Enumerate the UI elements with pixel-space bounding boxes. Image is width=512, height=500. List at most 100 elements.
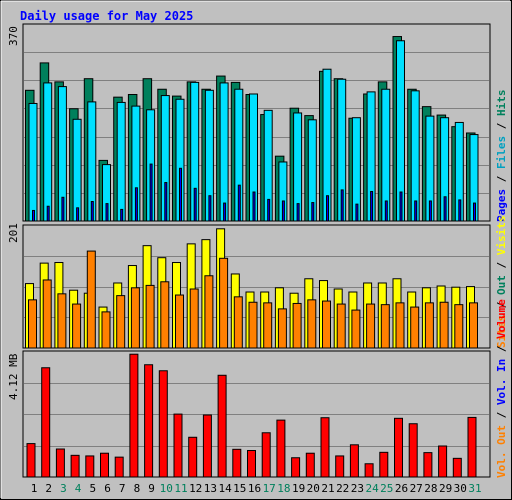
bar-sites-day-14 [219, 257, 229, 349]
bar-volume-day-17 [261, 432, 271, 478]
bar-volume-day-29 [438, 445, 448, 478]
chart-title: Daily usage for May 2025 [20, 9, 193, 23]
bar-pages-day-26 [399, 191, 403, 222]
bar-sites-day-8 [130, 287, 140, 349]
legend-volume-total: Volume [495, 299, 508, 339]
x-label-day-29: 29 [439, 482, 452, 495]
x-label-day-15: 15 [233, 482, 246, 495]
bar-volume-day-28 [423, 452, 433, 478]
bar-pages-day-20 [311, 202, 315, 222]
bar-sites-day-20 [307, 299, 317, 349]
bar-sites-day-23 [351, 309, 361, 349]
bar-sites-day-29 [439, 301, 449, 349]
bar-sites-day-26 [395, 302, 405, 349]
bar-pages-day-21 [326, 195, 329, 222]
bar-sites-day-12 [189, 288, 199, 349]
legend-visits-sites: Sites / Out / Visits [495, 216, 508, 349]
bar-sites-day-15 [233, 296, 243, 349]
legend-files: Files [495, 136, 508, 169]
bar-pages-day-25 [384, 200, 388, 222]
bar-pages-day-4 [76, 207, 80, 222]
x-label-day-14: 14 [218, 482, 232, 495]
legend-pages: Pages [495, 189, 508, 222]
bar-sites-day-13 [204, 275, 214, 349]
bar-volume-day-25 [379, 451, 389, 478]
x-label-day-22: 22 [336, 482, 349, 495]
bar-pages-day-15 [237, 184, 241, 222]
bar-volume-day-9 [144, 364, 154, 478]
legend-vol-in: Vol. In [495, 359, 508, 405]
x-label-day-4: 4 [75, 482, 82, 495]
bar-volume-day-6 [100, 452, 109, 478]
bar-sites-day-22 [336, 303, 346, 349]
bar-pages-day-23 [355, 203, 359, 222]
bar-sites-day-10 [160, 281, 170, 349]
hits-axis-max-label: 370 [7, 26, 20, 46]
bar-pages-day-28 [428, 200, 432, 222]
bar-pages-day-11 [179, 167, 182, 222]
x-label-day-25: 25 [380, 482, 393, 495]
bar-volume-day-12 [188, 436, 198, 478]
bar-pages-day-9 [149, 163, 153, 222]
x-label-day-6: 6 [104, 482, 111, 495]
x-label-day-9: 9 [148, 482, 155, 495]
bar-volume-day-21 [320, 417, 330, 478]
x-label-day-3: 3 [60, 482, 67, 495]
bar-volume-day-23 [349, 444, 359, 478]
bar-volume-day-14 [217, 374, 227, 478]
bars-layer [25, 36, 479, 478]
bar-pages-day-29 [443, 196, 447, 222]
bar-pages-day-6 [105, 203, 109, 222]
bar-pages-day-27 [414, 200, 418, 222]
bar-volume-day-11 [173, 413, 183, 478]
bar-pages-day-3 [61, 196, 65, 222]
bar-pages-day-14 [223, 202, 227, 222]
legend-hits: Hits [495, 90, 508, 117]
x-label-day-13: 13 [204, 482, 217, 495]
bar-volume-day-3 [55, 448, 65, 478]
x-label-day-20: 20 [307, 482, 320, 495]
bar-sites-day-9 [145, 284, 155, 349]
legend-volume: Vol. Out / Vol. In / Volume [495, 299, 508, 478]
x-label-day-16: 16 [248, 482, 261, 495]
x-label-day-10: 10 [160, 482, 173, 495]
x-label-day-28: 28 [424, 482, 437, 495]
bar-volume-day-19 [291, 457, 301, 478]
x-label-day-7: 7 [119, 482, 126, 495]
bar-volume-day-10 [158, 370, 168, 478]
x-axis-day-labels: 1 2 3 4 5 6 7 8 9 10 11 12 13 14 15 16 17 18 19 20 21 22 23 24 2… [31, 482, 482, 495]
x-label-day-26: 26 [395, 482, 408, 495]
x-label-day-21: 21 [321, 482, 334, 495]
bar-volume-day-5 [85, 455, 95, 478]
bar-files-day-1 [28, 102, 38, 222]
x-label-day-11: 11 [174, 482, 187, 495]
bar-sites-day-11 [175, 294, 184, 349]
x-label-day-31: 31 [468, 482, 481, 495]
bar-volume-day-16 [247, 450, 256, 478]
legend-hits-files-pages: Pages / Files / Hits [495, 90, 508, 223]
x-label-day-5: 5 [89, 482, 96, 495]
volume-axis-max-label: 4.12 MB [7, 353, 20, 400]
legend-visits: Visits [495, 216, 508, 256]
bar-volume-day-1 [26, 443, 36, 478]
legend-sites: Sites [495, 315, 508, 348]
bar-pages-day-1 [32, 209, 35, 222]
bar-volume-day-31 [467, 416, 477, 478]
bar-pages-day-7 [120, 208, 124, 222]
bar-sites-day-24 [366, 303, 376, 349]
bar-volume-day-4 [70, 454, 80, 478]
x-label-day-23: 23 [351, 482, 364, 495]
bar-files-day-14 [219, 82, 229, 222]
x-label-day-8: 8 [134, 482, 141, 495]
bar-volume-day-13 [202, 414, 212, 478]
bar-pages-day-18 [281, 200, 285, 222]
x-label-day-19: 19 [292, 482, 305, 495]
bar-sites-day-4 [72, 303, 82, 349]
bar-pages-day-30 [458, 199, 462, 222]
bar-volume-day-2 [41, 367, 51, 478]
bar-pages-day-22 [340, 189, 344, 222]
bar-sites-day-5 [86, 250, 96, 349]
bar-pages-day-17 [267, 198, 271, 222]
